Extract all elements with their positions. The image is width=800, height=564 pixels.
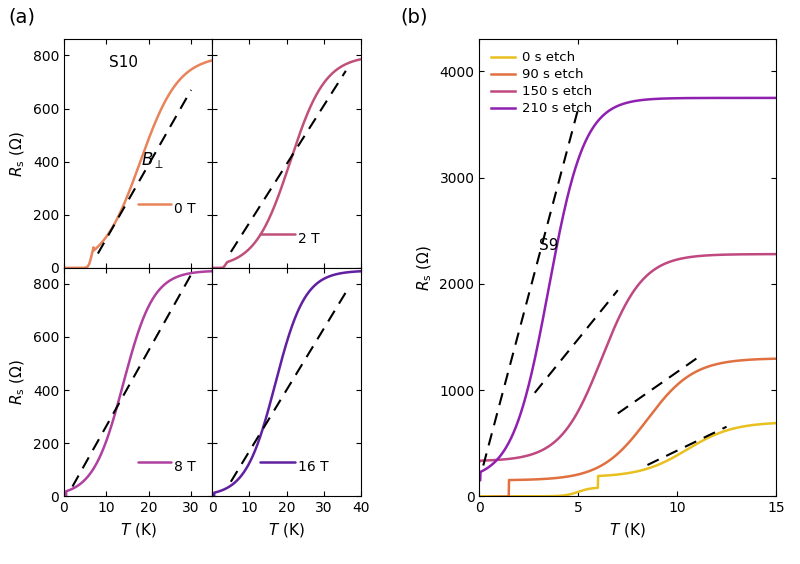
Line: 210 s etch: 210 s etch [479, 98, 776, 481]
0 s etch [505, 493, 514, 500]
150 s etch [771, 251, 781, 258]
Line: 0 s etch: 0 s etch [479, 423, 776, 496]
0 s etch [706, 433, 715, 440]
Y-axis label: $R_\mathrm{s}$ ($\Omega$): $R_\mathrm{s}$ ($\Omega$) [9, 359, 27, 405]
0 s etch [594, 473, 604, 479]
Y-axis label: $R_\mathrm{s}$ ($\Omega$): $R_\mathrm{s}$ ($\Omega$) [415, 245, 434, 290]
90 s etch [711, 361, 721, 368]
150 s etch [678, 255, 688, 262]
210 s etch [771, 95, 781, 102]
150 s etch [711, 252, 721, 258]
X-axis label: $T$ (K): $T$ (K) [120, 521, 157, 539]
150 s etch [706, 252, 715, 258]
Text: 0 T: 0 T [174, 202, 195, 216]
90 s etch [771, 355, 781, 362]
Line: 90 s etch: 90 s etch [479, 359, 776, 497]
Text: 2 T: 2 T [298, 232, 320, 246]
210 s etch [594, 116, 604, 123]
90 s etch [474, 494, 484, 501]
90 s etch [594, 463, 604, 470]
90 s etch [505, 477, 514, 483]
X-axis label: $T$ (K): $T$ (K) [268, 521, 305, 539]
210 s etch [605, 107, 614, 113]
Text: (a): (a) [8, 7, 35, 27]
150 s etch [594, 361, 604, 368]
150 s etch [474, 458, 484, 465]
X-axis label: $T$ (K): $T$ (K) [610, 521, 646, 539]
Text: S10: S10 [109, 55, 138, 70]
0 s etch [771, 420, 781, 426]
0 s etch [711, 431, 721, 438]
0 s etch [678, 448, 688, 455]
210 s etch [711, 95, 721, 102]
Line: 150 s etch: 150 s etch [479, 254, 776, 461]
210 s etch [474, 477, 484, 484]
Legend: 0 s etch, 90 s etch, 150 s etch, 210 s etch: 0 s etch, 90 s etch, 150 s etch, 210 s e… [486, 46, 597, 121]
90 s etch [678, 377, 688, 384]
210 s etch [706, 95, 715, 102]
210 s etch [505, 438, 514, 444]
210 s etch [678, 95, 688, 102]
90 s etch [605, 457, 614, 464]
Text: 16 T: 16 T [298, 460, 329, 474]
0 s etch [605, 472, 614, 479]
Text: S9: S9 [538, 237, 558, 253]
90 s etch [706, 363, 715, 369]
0 s etch [474, 493, 484, 500]
Text: (b): (b) [400, 7, 427, 27]
Y-axis label: $R_\mathrm{s}$ ($\Omega$): $R_\mathrm{s}$ ($\Omega$) [9, 131, 27, 177]
150 s etch [605, 334, 614, 341]
Text: $\mathbf{\mathit{B}}_\perp$: $\mathbf{\mathit{B}}_\perp$ [141, 150, 165, 170]
Text: 8 T: 8 T [174, 460, 195, 474]
150 s etch [505, 456, 514, 462]
